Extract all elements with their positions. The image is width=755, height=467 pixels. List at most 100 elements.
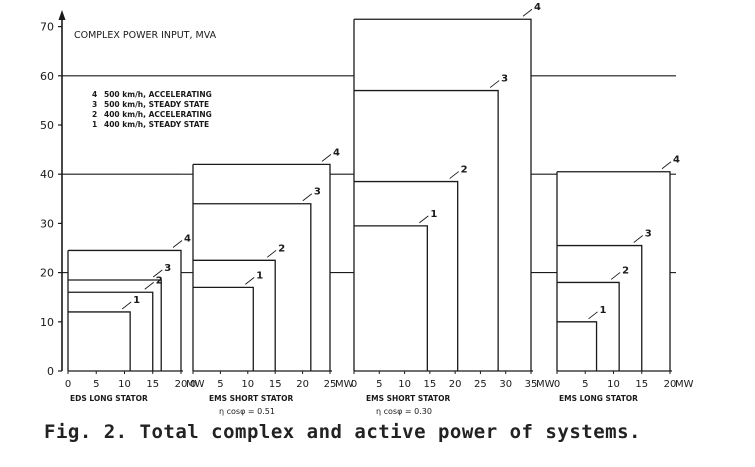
y-axis-arrowhead (58, 10, 66, 20)
y-tick-label: 0 (47, 365, 54, 378)
y-ticks: 0 10 20 30 40 50 60 70 (40, 21, 62, 378)
power-bar (557, 171, 671, 371)
group-caption: EMS LONG STATOR (559, 394, 638, 403)
bar-label: 1 (256, 270, 263, 281)
bar-label: 2 (461, 165, 468, 176)
bar-label-leader (489, 80, 500, 88)
power-bar (557, 281, 620, 371)
x-tick-label: 15 (146, 379, 159, 390)
x-tick-label: 5 (376, 379, 382, 390)
bar-label: 4 (333, 147, 340, 158)
bar-label: 3 (164, 263, 171, 274)
group-subnote: η cosφ = 0.30 (376, 407, 432, 416)
chart-title: COMPLEX POWER INPUT, MVA (74, 30, 217, 41)
bar-label-leader (172, 240, 183, 248)
legend-key: 2 (92, 110, 97, 119)
x-tick-label: 25 (474, 379, 487, 390)
power-bar (354, 89, 499, 371)
bar-label: 3 (314, 187, 321, 198)
legend-label: 500 km/h, ACCELERATING (104, 90, 212, 99)
figure-caption: Fig. 2. Total complex and active power o… (44, 421, 641, 443)
group-subnote: η cosφ = 0.51 (219, 407, 275, 416)
power-bar (68, 249, 182, 371)
y-tick-label: 30 (40, 217, 54, 230)
bar-label: 1 (600, 305, 607, 316)
x-tick-label: 35 (525, 379, 538, 390)
x-tick-label: 15 (635, 379, 648, 390)
power-bar (68, 311, 131, 371)
bar-label-leader (522, 8, 533, 17)
bar-label-leader (144, 281, 155, 290)
power-bar (557, 321, 598, 371)
bar-label: 4 (534, 2, 541, 13)
bar-label-leader (152, 269, 163, 278)
x-tick-label: 0 (190, 379, 196, 390)
x-tick-label: 0 (65, 379, 71, 390)
bar-label: 4 (184, 233, 191, 244)
x-unit-label: MW (186, 379, 205, 390)
bar-label-leader (633, 235, 644, 243)
power-bar (193, 203, 312, 371)
bar-label: 2 (156, 275, 163, 286)
bar-label: 1 (430, 209, 437, 220)
x-tick-label: 5 (217, 379, 223, 390)
x-unit-label: MW (536, 379, 555, 390)
x-tick-label: 20 (175, 379, 188, 390)
reference-lines (62, 75, 676, 274)
bar-label-leader (661, 161, 672, 170)
x-tick-label: 10 (398, 379, 411, 390)
y-tick-label: 70 (40, 21, 54, 34)
power-bar (557, 244, 643, 371)
bar-label-leader (610, 272, 621, 280)
power-bar (68, 279, 162, 371)
y-axis: 0 10 20 30 40 50 60 70 (40, 10, 66, 378)
legend-key: 1 (92, 120, 97, 129)
power-bar (354, 225, 428, 371)
x-tick-label: 10 (118, 379, 131, 390)
power-bar (193, 286, 254, 371)
bar-label-leader (588, 311, 598, 320)
bar-label: 2 (278, 243, 285, 254)
x-unit-label: MW (675, 379, 694, 390)
bar-label: 3 (501, 74, 508, 85)
group-caption: EMS SHORT STATOR (209, 394, 293, 403)
legend: 4 500 km/h, ACCELERATING 3 500 km/h, STEADY… (92, 90, 212, 129)
legend-label: 500 km/h, STEADY STATE (104, 100, 209, 109)
x-unit-label: MW (335, 379, 354, 390)
power-bar (354, 180, 459, 371)
x-tick-label: 10 (607, 379, 620, 390)
x-tick-label: 20 (664, 379, 677, 390)
bar-label: 1 (133, 295, 140, 306)
x-tick-label: 15 (269, 379, 282, 390)
bar-label-leader (245, 277, 255, 285)
legend-key: 3 (92, 100, 97, 109)
y-tick-label: 20 (40, 267, 54, 280)
bar-label: 2 (622, 265, 629, 276)
y-tick-label: 10 (40, 316, 54, 329)
x-tick-label: 0 (351, 379, 357, 390)
y-tick-label: 60 (40, 70, 54, 83)
x-tick-label: 20 (449, 379, 462, 390)
x-tick-label: 5 (93, 379, 99, 390)
y-tick-label: 50 (40, 119, 54, 132)
legend-label: 400 km/h, ACCELERATING (104, 110, 212, 119)
power-bar (354, 18, 532, 371)
bar-label-leader (419, 215, 429, 224)
legend-label: 400 km/h, STEADY STATE (104, 120, 209, 129)
power-bar (193, 163, 331, 371)
bar-label-leader (266, 249, 277, 258)
bar-label: 4 (673, 155, 680, 166)
x-tick-label: 25 (324, 379, 337, 390)
group-caption: EDS LONG STATOR (70, 394, 148, 403)
bar-label-leader (121, 301, 132, 310)
x-tick-label: 20 (296, 379, 309, 390)
bar-label-leader (449, 171, 459, 179)
bar-label-leader (321, 154, 332, 162)
bar-label-leader (302, 193, 313, 202)
x-tick-label: 5 (582, 379, 588, 390)
